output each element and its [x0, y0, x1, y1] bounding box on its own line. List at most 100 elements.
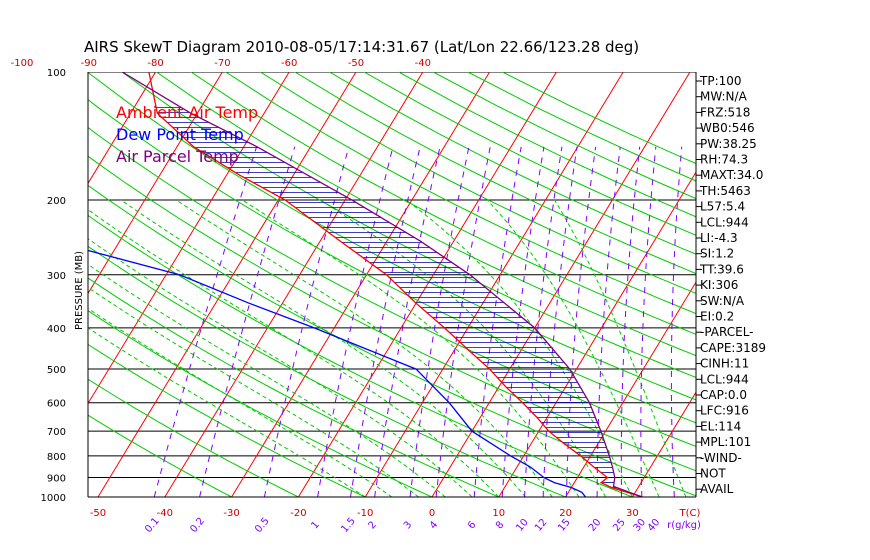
mixing-ratio-label: 4	[428, 519, 441, 531]
top-temp-tick-label: -90	[81, 58, 97, 69]
dry-adiabat-line	[88, 184, 696, 497]
isotherm-line	[631, 391, 696, 497]
mixing-ratio-line	[596, 146, 621, 497]
mixing-ratio-line	[263, 146, 350, 497]
moist-adiabat-line	[88, 238, 473, 497]
index-item: FRZ:518	[700, 105, 750, 119]
mixing-ratio-line	[350, 146, 421, 497]
index-item: TH:5463	[699, 184, 751, 198]
index-item: LCL:944	[700, 215, 749, 229]
moist-adiabat-line	[88, 307, 393, 497]
isotherm-line	[833, 72, 870, 497]
mixing-ratio-label: 1	[309, 519, 322, 531]
pressure-tick-label: 700	[47, 427, 66, 438]
dry-adiabat-line	[294, 72, 696, 275]
legend-entry: Air Parcel Temp	[116, 147, 239, 166]
index-item: LCL:944	[700, 372, 749, 386]
isotherm-line	[565, 281, 696, 497]
dry-adiabat-line	[156, 72, 696, 357]
bottom-temp-tick-label: -10	[357, 508, 373, 519]
bottom-temp-tick-label: -40	[157, 508, 173, 519]
dry-adiabat-line	[190, 72, 696, 335]
y-axis-label: PRESSURE (MB)	[74, 251, 85, 330]
dry-adiabat-line	[88, 126, 696, 447]
mixing-ratio-unit-label: r(g/kg)	[667, 520, 701, 531]
index-item: PW:38.25	[700, 137, 757, 151]
isotherm-line	[364, 72, 624, 497]
isotherm-line	[0, 72, 22, 497]
mixing-ratio-line	[374, 146, 441, 497]
mixing-ratio-line	[640, 146, 657, 497]
pressure-tick-label: 500	[47, 365, 66, 376]
dry-adiabat-line	[88, 414, 232, 497]
pressure-tick-label: 900	[47, 474, 66, 485]
chart-title: AIRS SkewT Diagram 2010-08-05/17:14:31.6…	[84, 38, 639, 56]
dry-adiabat-line	[88, 277, 499, 497]
pressure-tick-label: 300	[47, 271, 66, 282]
mixing-ratio-label: 0.5	[253, 516, 272, 535]
mixing-ratio-label: 8	[494, 519, 507, 531]
index-item: MW:N/A	[700, 90, 748, 104]
mixing-ratio-line	[435, 146, 491, 497]
mixing-ratio-line	[317, 146, 394, 497]
moist-adiabat-line	[88, 209, 500, 497]
cape-hatch-layer	[156, 107, 617, 488]
legend: Ambient Air Temp Dew Point Temp Air Parcel…	[116, 103, 258, 166]
pressure-tick-label: 100	[47, 68, 66, 79]
index-item: TT:39.6	[699, 262, 744, 276]
moist-adiabat-line	[120, 199, 526, 497]
dry-adiabat-line	[225, 72, 696, 315]
x-axis-label: T(C)	[679, 508, 701, 519]
mixing-ratio-label: 1.5	[339, 516, 358, 535]
mixing-ratio-label: 15	[556, 517, 573, 534]
series-layer	[88, 72, 643, 497]
series-line-air-parcel-temp	[121, 72, 643, 497]
legend-entry: Dew Point Temp	[116, 125, 244, 144]
dry-adiabat-line	[88, 155, 696, 472]
pressure-tick-label: 200	[47, 196, 66, 207]
top-temp-tick-label: -100	[11, 58, 34, 69]
pressure-tick-label: 400	[47, 324, 66, 335]
mixing-ratio-label: 25	[611, 517, 628, 534]
mixing-ratio-label: 40	[646, 517, 663, 534]
tick-label-layer: 1002003004005006007008009001000PRESSURE …	[11, 58, 701, 535]
top-temp-tick-label: -50	[348, 58, 364, 69]
top-temp-tick-label: -40	[415, 58, 431, 69]
mixing-ratio-label: 20	[587, 517, 604, 534]
mixing-ratio-line	[524, 146, 563, 497]
grid-layer	[0, 72, 870, 497]
isotherm-line	[88, 72, 223, 295]
index-item: KI:306	[700, 278, 738, 292]
mixing-ratio-line	[409, 146, 470, 497]
bottom-temp-tick-label: -20	[290, 508, 306, 519]
dry-adiabat-line	[329, 72, 696, 255]
top-temp-tick-label: -60	[281, 58, 297, 69]
index-item: LFC:916	[700, 404, 749, 418]
dry-adiabat-line	[88, 99, 696, 424]
dry-adiabat-line	[88, 378, 299, 497]
index-item: CAPE:3189	[700, 341, 766, 355]
isotherm-line	[498, 171, 696, 497]
index-item: MPL:101	[700, 435, 751, 449]
series-line-dew-point-temp	[88, 249, 587, 497]
top-temp-tick-label: -70	[214, 58, 230, 69]
pressure-tick-label: 800	[47, 452, 66, 463]
index-item: AVAIL	[700, 482, 734, 496]
pressure-tick-label: 1000	[41, 493, 66, 504]
index-item: -PARCEL-	[700, 325, 754, 339]
index-item: CINH:11	[700, 357, 749, 371]
moist-adiabat-line	[320, 199, 607, 497]
dry-adiabat-line	[88, 72, 696, 401]
series-line-ambient-air-temp	[148, 72, 643, 497]
index-item: WB0:546	[700, 121, 755, 135]
mixing-ratio-line	[565, 146, 597, 497]
index-item: SI:1.2	[700, 247, 734, 261]
bottom-temp-tick-label: 20	[559, 508, 572, 519]
index-item: -WIND-	[700, 451, 742, 465]
index-item: L57:5.4	[700, 200, 745, 214]
mixing-ratio-label: 3	[402, 519, 415, 531]
moist-adiabat-line	[88, 286, 419, 497]
